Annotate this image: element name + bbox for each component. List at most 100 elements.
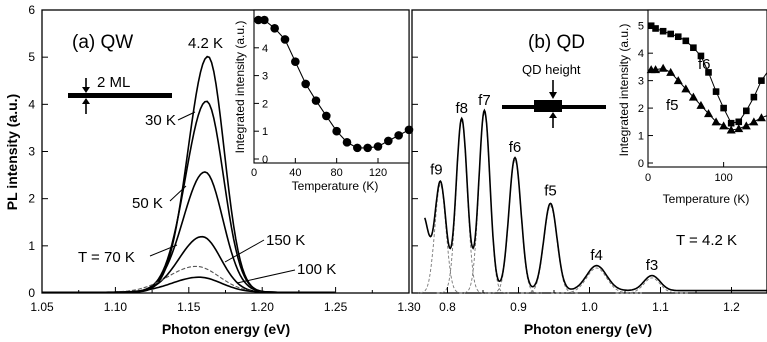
panel-b-inset-point-f5 <box>688 92 698 101</box>
panel-b-inset-x-tick-label: 100 <box>714 172 732 184</box>
panel-a-inset-point <box>270 24 279 33</box>
inset-series-f6-label: f6 <box>698 56 711 73</box>
panel-b-inset-point-f5 <box>673 76 683 85</box>
peak-label-f7: f7 <box>478 92 491 109</box>
panel-b-inset-point-f5 <box>726 125 736 134</box>
panel-a-inset-x-tick-label: 80 <box>331 167 343 179</box>
panel-a-inset-y-tick-label: 4 <box>262 43 268 55</box>
panel-a-inset: 04080120012345 Temperature (K) Integrate… <box>233 9 414 193</box>
panel-a-y-tick-label: 1 <box>28 239 35 253</box>
panel-b-x-label: Photon energy (eV) <box>524 321 652 337</box>
panel-a-inset-point <box>311 96 321 105</box>
panel-a-x-tick-label: 1.30 <box>397 300 421 314</box>
panel-a-inset-point <box>332 126 341 136</box>
panel-b-inset-point-f6 <box>647 22 655 30</box>
panel-a-qw: 1.05 1.10 1.15 1.20 1.25 1.30 0 1 2 3 4 5 6 Photon … <box>4 3 421 337</box>
panel-b-inset-point-f5 <box>658 63 668 72</box>
panel-b-inset-point-f6 <box>727 119 735 127</box>
panel-b-inset-point-f5 <box>749 117 759 126</box>
panel-a-inset-point <box>373 142 383 151</box>
panel-b-inset-point-f5 <box>734 124 744 133</box>
panel-b-inset-point-f6 <box>674 33 682 41</box>
peak-label-f9: f9 <box>430 162 443 179</box>
panel-a-inset-point <box>353 143 362 153</box>
panel-b-x-tick-label: 1.0 <box>581 300 598 314</box>
panel-a-curves <box>42 55 335 294</box>
panel-a-inset-x-tick-label: 40 <box>289 167 301 179</box>
panel-b-component-f5 <box>520 205 580 294</box>
panel-a-inset-y-tick-label: 3 <box>262 71 268 83</box>
panel-a-y-label: PL intensity (a.u.) <box>4 94 20 210</box>
panel-a-inset-point <box>301 79 310 89</box>
panel-b-temperature: T = 4.2 K <box>676 232 737 249</box>
label-50k: 50 K <box>132 195 163 212</box>
label-150k: 150 K <box>266 232 305 249</box>
panel-b-curves <box>415 108 767 294</box>
panel-a-inset-point <box>394 131 403 140</box>
panel-b-inset-point-f5 <box>711 117 721 126</box>
panel-b-inset-point-f5 <box>704 109 713 118</box>
panel-a-y-ticks: 0 1 2 3 4 5 6 <box>28 3 48 300</box>
panel-b-inset-point-f6 <box>712 88 720 95</box>
panel-a-inset-line <box>258 19 410 149</box>
panel-b-component-f3 <box>615 277 688 294</box>
panel-b-x-tick-label: 1.2 <box>723 300 740 314</box>
panel-a-curve-5 <box>42 276 335 294</box>
panel-b-inset-content: 0 100 0 1 2 3 4 5 <box>638 21 767 184</box>
well-thickness-label: 2 ML <box>97 74 130 91</box>
panel-b-inset-point-f6 <box>697 52 705 60</box>
panel-b-inset-y-label: Integrated intensity (a.u.) <box>617 24 631 157</box>
panel-a-x-tick-label: 1.10 <box>104 300 128 314</box>
panel-a-x-ticks: 1.05 1.10 1.15 1.20 1.25 1.30 <box>30 287 421 314</box>
panel-b-inset-point-f6 <box>758 77 765 84</box>
panel-b-y-ticks <box>412 9 418 294</box>
panel-a-inset-content: 04080120012345 <box>251 15 414 179</box>
panel-b-inset-y-tick-label: 4 <box>638 48 644 60</box>
label-100k: 100 K <box>297 261 336 278</box>
peak-label-f8: f8 <box>455 100 468 117</box>
panel-b-inset-y-tick-label: 5 <box>638 21 644 33</box>
inset-series-f5-label: f5 <box>666 97 679 114</box>
quantum-well-schematic: 2 ML <box>68 74 172 114</box>
panel-a-x-tick-label: 1.05 <box>30 300 54 314</box>
panel-a-y-tick-label: 5 <box>28 50 35 64</box>
panel-b-inset-point-f6 <box>750 93 758 101</box>
panel-a-inset-y-tick-label: 0 <box>262 154 268 166</box>
panel-b-inset-point-f6 <box>652 25 659 32</box>
panel-b-inset-point-f5 <box>756 113 766 122</box>
panel-a-inset-point <box>404 125 414 135</box>
panel-a-x-tick-label: 1.25 <box>324 300 348 314</box>
panel-a-y-tick-label: 0 <box>28 286 35 300</box>
panel-a-inset-x-tick-label: 120 <box>369 167 387 179</box>
panel-b-qd: 0.8 0.9 1.0 1.1 1.2 Photon energy (eV) (b) Q… <box>411 9 767 337</box>
panel-a-inset-y-label: Integrated intensity (a.u.) <box>233 21 247 154</box>
dot-height-label: QD height <box>522 62 581 77</box>
label-70k: T = 70 K <box>78 249 135 266</box>
panel-b-inset-point-f6 <box>743 107 750 115</box>
panel-b-inset-x-tick-label: 0 <box>645 172 651 184</box>
peak-label-f5: f5 <box>544 183 557 200</box>
panel-a-x-tick-label: 1.20 <box>251 300 275 314</box>
panel-a-inset-point <box>260 15 269 25</box>
panel-a-y-tick-label: 4 <box>28 97 35 111</box>
panel-a-inset-point <box>280 35 290 44</box>
panel-a-inset-frame <box>253 9 410 164</box>
panel-b-inset-point-f5 <box>741 121 751 130</box>
panel-a-inset-point <box>322 111 331 121</box>
panel-a-inset-x-label: Temperature (K) <box>292 179 379 193</box>
panel-a-x-tick-label: 1.15 <box>177 300 201 314</box>
panel-b-inset: 0 100 0 1 2 3 4 5 Temperature (K) Integrated in… <box>617 9 767 206</box>
panel-b-inset-point-f5 <box>666 67 676 76</box>
panel-b-x-tick-label: 1.1 <box>652 300 669 314</box>
panel-b-inset-point-f5 <box>651 65 661 74</box>
peak-label-f3: f3 <box>646 257 659 274</box>
panel-a-inset-x-tick-label: 0 <box>251 167 257 179</box>
panel-b-inset-point-f6 <box>705 69 712 76</box>
panel-a-inset-y-tick-label: 2 <box>262 98 268 110</box>
panel-b-component-f9 <box>415 183 466 294</box>
panel-b-inset-point-f6 <box>667 30 674 38</box>
panel-b-x-tick-label: 0.8 <box>439 300 456 314</box>
panel-b-inset-y-tick-label: 1 <box>638 131 644 143</box>
panel-b-inset-point-f6 <box>682 37 690 45</box>
